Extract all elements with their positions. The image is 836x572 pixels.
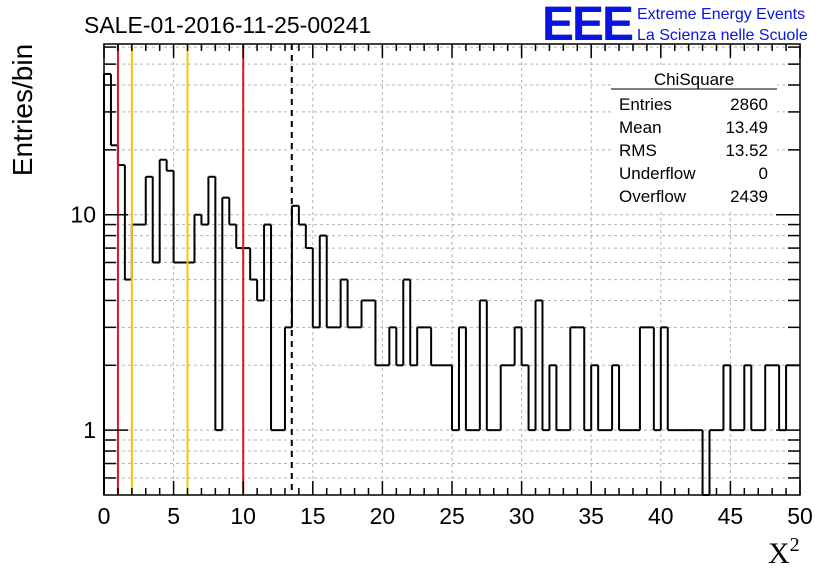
stats-row-value: 0 <box>759 164 768 183</box>
y-axis-label: Entries/bin <box>7 44 38 176</box>
x-tick-label: 50 <box>787 503 813 529</box>
stats-row-label: Mean <box>619 118 662 137</box>
logo-line-2: La Scienza nelle Scuole <box>637 27 808 44</box>
stats-row-label: Overflow <box>619 187 687 206</box>
stats-row-label: Entries <box>619 95 672 114</box>
chart-title: SALE-01-2016-11-25-00241 <box>84 12 371 38</box>
stats-box: ChiSquare Entries 2860 Mean 13.49 RMS 13.52 Un… <box>611 68 777 210</box>
x-axis-label-base: X <box>768 537 790 570</box>
stats-box-background <box>611 68 777 210</box>
x-tick-label: 20 <box>370 503 396 529</box>
x-tick-label: 30 <box>509 503 535 529</box>
x-tick-label: 5 <box>167 503 180 529</box>
x-tick-label: 25 <box>439 503 465 529</box>
threshold-lines <box>116 44 293 495</box>
x-tick-label: 35 <box>578 503 604 529</box>
stats-rows: Entries 2860 Mean 13.49 RMS 13.52 Underflow 0 Ov… <box>619 95 768 206</box>
stats-row-value: 2860 <box>730 95 768 114</box>
x-tick-label: 40 <box>648 503 674 529</box>
y-tick-label: 10 <box>70 202 96 228</box>
x-tick-label: 15 <box>300 503 326 529</box>
x-tick-label: 45 <box>718 503 744 529</box>
y-tick-label: 1 <box>83 417 96 443</box>
eee-logo: EEE Extreme Energy Events La Scienza nel… <box>542 0 808 51</box>
axes: 0 5 10 15 20 25 30 35 40 45 50 1 10 <box>70 43 813 529</box>
stats-row-label: RMS <box>619 141 657 160</box>
stats-box-title: ChiSquare <box>654 70 734 89</box>
stats-row-value: 13.49 <box>725 118 768 137</box>
stats-row-label: Underflow <box>619 164 696 183</box>
logo-mark: EEE <box>542 0 633 51</box>
x-tick-label: 0 <box>98 503 111 529</box>
x-axis-label-superscript: 2 <box>790 534 800 556</box>
x-axis-label: X2 <box>768 534 800 570</box>
stats-row-value: 2439 <box>730 187 768 206</box>
stats-row-value: 13.52 <box>725 141 768 160</box>
x-tick-label: 10 <box>230 503 256 529</box>
logo-line-1: Extreme Energy Events <box>637 6 805 23</box>
